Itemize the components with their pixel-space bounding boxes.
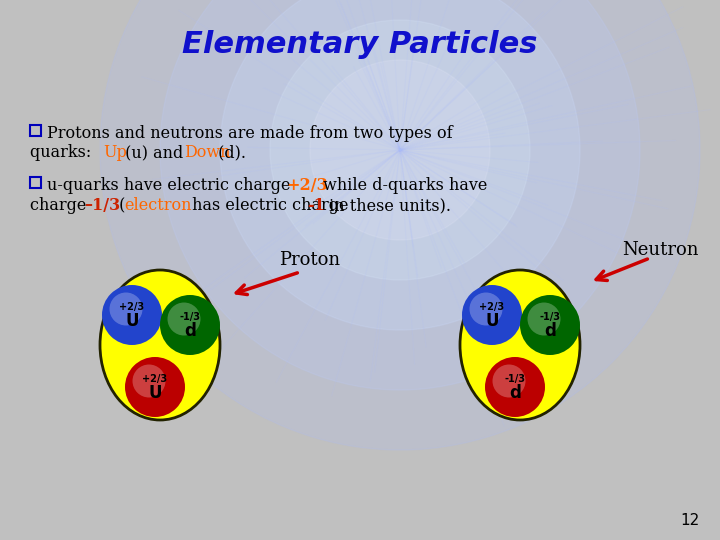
Circle shape: [462, 285, 522, 345]
Text: –1/3: –1/3: [84, 197, 120, 214]
Text: +2/3: +2/3: [143, 374, 168, 383]
Text: Neutron: Neutron: [622, 241, 698, 259]
Text: U: U: [485, 312, 499, 330]
Circle shape: [132, 364, 166, 397]
Bar: [30, 125, 41, 136]
Text: has electric charge: has electric charge: [187, 197, 354, 214]
Text: Elementary Particles: Elementary Particles: [182, 30, 538, 59]
Circle shape: [109, 293, 143, 326]
Circle shape: [102, 285, 162, 345]
Circle shape: [100, 0, 700, 450]
Text: Proton: Proton: [279, 251, 341, 269]
Circle shape: [469, 293, 503, 326]
Ellipse shape: [460, 270, 580, 420]
Circle shape: [310, 60, 490, 240]
Text: U: U: [148, 384, 162, 402]
Text: U: U: [125, 312, 139, 330]
Text: d: d: [184, 322, 196, 340]
Text: while d-quarks have: while d-quarks have: [318, 177, 487, 194]
Text: -1: -1: [307, 197, 325, 214]
Circle shape: [168, 302, 200, 335]
Text: +2/3: +2/3: [120, 302, 145, 312]
Text: Down: Down: [184, 144, 230, 161]
Circle shape: [125, 357, 185, 417]
Circle shape: [492, 364, 526, 397]
Text: 12: 12: [680, 513, 700, 528]
Text: -1/3: -1/3: [539, 312, 560, 322]
Text: (d).: (d).: [213, 144, 246, 161]
Text: u-quarks have electric charge: u-quarks have electric charge: [47, 177, 296, 194]
Text: Protons and neutrons are made from two types of: Protons and neutrons are made from two t…: [47, 125, 453, 142]
Text: Up: Up: [103, 144, 127, 161]
Text: +2/3: +2/3: [480, 302, 505, 312]
Circle shape: [520, 295, 580, 355]
Bar: [30, 177, 41, 188]
Text: electron: electron: [124, 197, 192, 214]
Text: (u) and: (u) and: [120, 144, 189, 161]
Text: in these units).: in these units).: [324, 197, 451, 214]
Text: charge: charge: [30, 197, 91, 214]
Circle shape: [528, 302, 560, 335]
Text: -1/3: -1/3: [505, 374, 526, 383]
Text: +2/3: +2/3: [286, 177, 328, 194]
Circle shape: [485, 357, 545, 417]
Circle shape: [220, 0, 580, 330]
Circle shape: [270, 20, 530, 280]
Text: (: (: [114, 197, 125, 214]
Text: d: d: [509, 384, 521, 402]
Ellipse shape: [100, 270, 220, 420]
Circle shape: [160, 0, 640, 390]
Circle shape: [160, 295, 220, 355]
Text: quarks:: quarks:: [30, 144, 96, 161]
Text: d: d: [544, 322, 556, 340]
Text: -1/3: -1/3: [179, 312, 200, 322]
